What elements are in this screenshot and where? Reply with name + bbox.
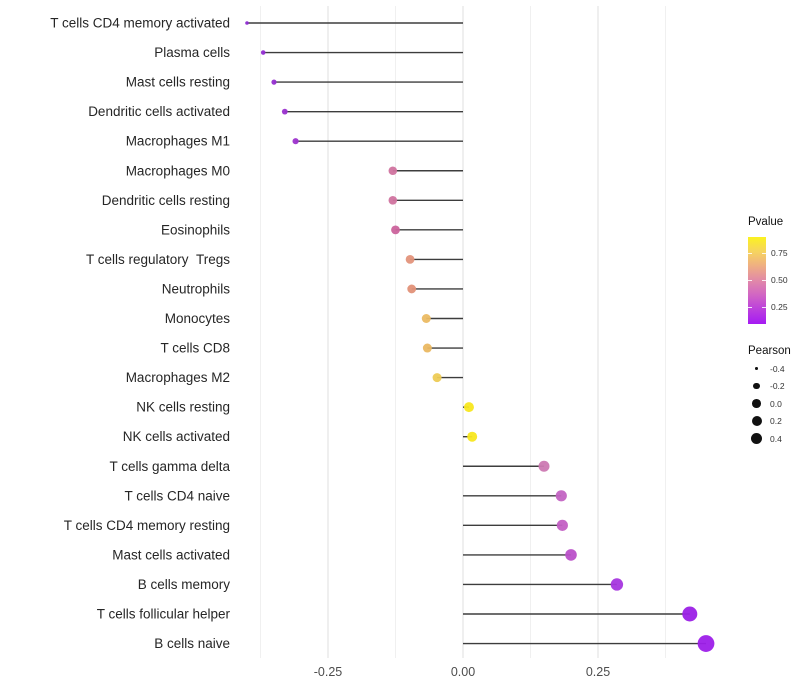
pearson-legend-item: -0.4 (748, 360, 785, 378)
lollipop-dot (610, 578, 624, 591)
colorbar-tick-mark (762, 253, 766, 254)
colorbar-tick-mark (748, 253, 752, 254)
y-axis-label: Plasma cells (154, 45, 230, 60)
lollipop-dot (271, 79, 277, 85)
y-axis-label: T cells CD8 (160, 341, 230, 356)
lollipop-dot (391, 225, 400, 235)
y-axis-label: Macrophages M0 (126, 163, 230, 178)
pearson-legend-label: -0.2 (770, 381, 785, 392)
lollipop-dot (697, 635, 715, 652)
lollipop-dot (422, 343, 432, 353)
y-axis-label: T cells CD4 naive (124, 488, 230, 503)
lollipop-dot (405, 255, 415, 264)
lollipop-dot (538, 460, 550, 472)
x-axis-tick-label: 0.25 (586, 665, 610, 679)
y-axis-label: Eosinophils (161, 222, 230, 237)
lollipop-dot (565, 549, 577, 561)
y-axis-label: T cells CD4 memory resting (64, 518, 230, 533)
lollipop-dot (281, 108, 288, 115)
pearson-legend-item: -0.2 (748, 378, 785, 396)
legend-pearson-items: -0.4 -0.2 0.0 0.2 0.4 (748, 360, 785, 448)
pearson-legend-dot (755, 367, 758, 371)
colorbar-tick-mark (762, 280, 766, 281)
pearson-legend-label: 0.4 (770, 433, 782, 444)
lollipop-dot (432, 373, 442, 383)
pearson-legend-dot (753, 383, 760, 390)
lollipop-dot (388, 166, 398, 176)
y-axis-label: B cells naive (154, 636, 230, 651)
pearson-legend-label: 0.2 (770, 416, 782, 427)
pearson-legend-item: 0.2 (748, 413, 785, 431)
colorbar-tick-mark (762, 307, 766, 308)
lollipop-dot (421, 314, 431, 323)
pvalue-tick-label: 0.75 (771, 248, 788, 258)
y-axis-label: Macrophages M1 (126, 134, 230, 149)
y-axis-label: Monocytes (165, 311, 231, 326)
y-axis-label: NK cells resting (136, 400, 230, 415)
y-axis-label: T cells CD4 memory activated (50, 16, 230, 31)
x-axis-tick-label: -0.25 (314, 665, 343, 679)
y-axis-label: NK cells activated (123, 429, 230, 444)
y-axis-label: Dendritic cells activated (88, 104, 230, 119)
legend-pvalue-title: Pvalue (748, 216, 784, 228)
pearson-legend-dot (750, 433, 763, 445)
pearson-legend-item: 0.4 (748, 430, 785, 448)
y-axis-label: Mast cells resting (126, 75, 230, 90)
pvalue-colorbar (748, 237, 766, 324)
lollipop-dot (292, 138, 299, 145)
y-axis-label: Mast cells activated (112, 547, 230, 562)
pearson-legend-label: 0.0 (770, 398, 782, 409)
pearson-legend-label: -0.4 (770, 363, 785, 374)
pearson-legend-dot (752, 399, 761, 409)
pearson-legend-item: 0.0 (748, 395, 785, 413)
lollipop-dot (245, 21, 249, 25)
y-axis-label: Dendritic cells resting (102, 193, 230, 208)
legend-pearson-title: Pearson (748, 345, 791, 357)
y-axis-label: B cells memory (138, 577, 231, 592)
lollipop-dot (463, 402, 474, 413)
lollipop-dot (467, 431, 478, 442)
y-axis-label: T cells regulatory Tregs (86, 252, 230, 267)
y-axis-label: Macrophages M2 (126, 370, 230, 385)
lollipop-dot (682, 606, 698, 622)
lollipop-dot (556, 519, 568, 531)
pvalue-tick-label: 0.50 (771, 275, 788, 285)
lollipop-dot (260, 50, 266, 55)
lollipop-dot (388, 196, 398, 205)
x-axis-tick-label: 0.00 (451, 665, 475, 679)
y-axis-label: T cells gamma delta (109, 459, 230, 474)
pvalue-tick-label: 0.25 (771, 302, 788, 312)
colorbar-tick-mark (748, 307, 752, 308)
colorbar-tick-mark (748, 280, 752, 281)
y-axis-label: T cells follicular helper (97, 607, 231, 622)
lollipop-dot (407, 284, 417, 294)
pearson-legend-dot (751, 416, 762, 427)
lollipop-dot (555, 490, 567, 502)
y-axis-label: Neutrophils (162, 281, 231, 296)
